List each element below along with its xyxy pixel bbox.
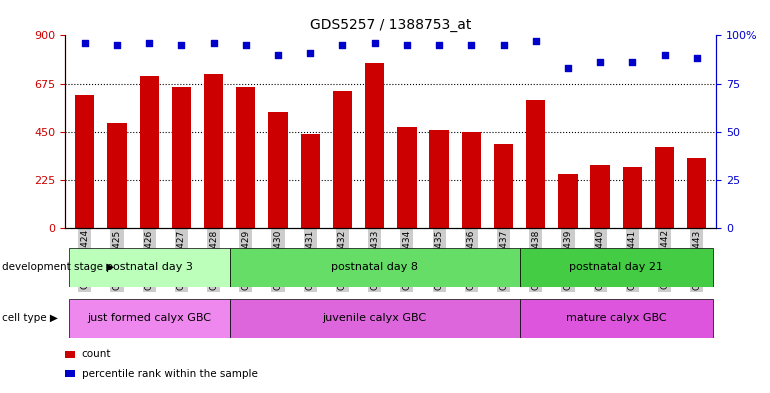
Text: percentile rank within the sample: percentile rank within the sample xyxy=(82,369,257,379)
Point xyxy=(497,42,510,48)
Point xyxy=(594,59,606,66)
Text: postnatal day 3: postnatal day 3 xyxy=(105,262,192,272)
Bar xyxy=(687,158,706,228)
Bar xyxy=(520,248,713,287)
Bar xyxy=(107,123,126,228)
Point xyxy=(400,42,413,48)
Bar xyxy=(236,87,256,228)
Point xyxy=(369,40,381,46)
Bar xyxy=(526,99,545,228)
Point xyxy=(336,42,349,48)
Bar xyxy=(69,299,229,338)
Text: development stage ▶: development stage ▶ xyxy=(2,262,114,272)
Text: postnatal day 8: postnatal day 8 xyxy=(331,262,418,272)
Title: GDS5257 / 1388753_at: GDS5257 / 1388753_at xyxy=(310,18,471,31)
Text: mature calyx GBC: mature calyx GBC xyxy=(566,313,667,323)
Bar xyxy=(139,76,159,228)
Text: just formed calyx GBC: just formed calyx GBC xyxy=(87,313,211,323)
Point xyxy=(626,59,638,66)
Bar xyxy=(591,165,610,228)
Bar xyxy=(520,299,713,338)
Point xyxy=(691,55,703,62)
Bar xyxy=(172,87,191,228)
Bar xyxy=(333,91,352,228)
Bar xyxy=(430,130,449,228)
Bar xyxy=(494,145,513,228)
Bar xyxy=(75,95,95,228)
Point xyxy=(530,38,542,44)
Point xyxy=(658,51,671,58)
Text: count: count xyxy=(82,349,111,359)
Point xyxy=(239,42,252,48)
Bar xyxy=(204,74,223,228)
Point xyxy=(465,42,477,48)
Text: postnatal day 21: postnatal day 21 xyxy=(569,262,663,272)
Bar xyxy=(558,174,578,228)
Point xyxy=(207,40,219,46)
Bar xyxy=(300,134,320,228)
Bar xyxy=(397,127,417,228)
Bar xyxy=(655,147,675,228)
Bar xyxy=(269,112,288,228)
Bar xyxy=(462,132,481,228)
Bar xyxy=(69,248,229,287)
Point xyxy=(304,50,316,56)
Bar xyxy=(229,248,520,287)
Text: cell type ▶: cell type ▶ xyxy=(2,313,58,323)
Point xyxy=(433,42,445,48)
Point xyxy=(272,51,284,58)
Point xyxy=(79,40,91,46)
Point xyxy=(176,42,188,48)
Text: juvenile calyx GBC: juvenile calyx GBC xyxy=(323,313,427,323)
Point xyxy=(111,42,123,48)
Point xyxy=(562,65,574,71)
Point xyxy=(143,40,156,46)
Bar xyxy=(365,63,384,228)
Bar xyxy=(623,167,642,228)
Bar xyxy=(229,299,520,338)
